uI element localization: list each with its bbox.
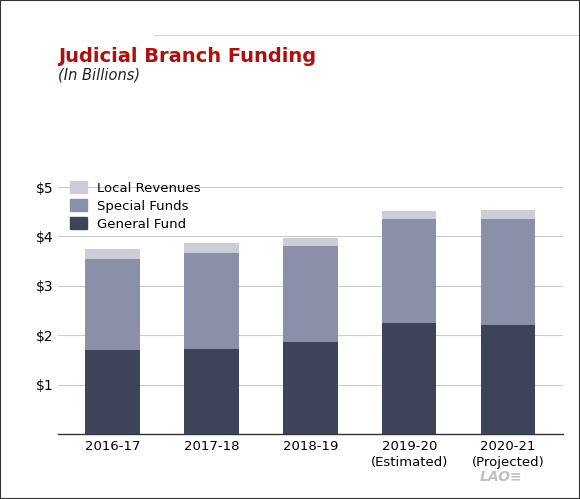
Legend: Local Revenues, Special Funds, General Fund: Local Revenues, Special Funds, General F… (70, 181, 201, 231)
Text: (In Billions): (In Billions) (58, 67, 140, 82)
Bar (382, 211, 437, 219)
Bar (382, 219, 437, 323)
Bar (184, 253, 238, 349)
Text: Figure 8: Figure 8 (11, 12, 82, 27)
Bar (184, 244, 238, 253)
Bar (85, 350, 140, 434)
Bar (481, 219, 535, 325)
Bar (382, 323, 437, 434)
Bar (283, 247, 338, 342)
Bar (481, 325, 535, 434)
Bar (184, 349, 238, 434)
Text: Judicial Branch Funding: Judicial Branch Funding (58, 47, 316, 66)
Text: LAO≡: LAO≡ (480, 470, 522, 484)
Bar (85, 258, 140, 350)
Bar (85, 249, 140, 258)
Bar (283, 342, 338, 434)
Bar (481, 210, 535, 219)
Bar (283, 238, 338, 247)
